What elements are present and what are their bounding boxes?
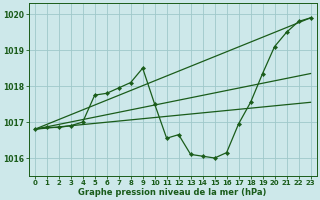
X-axis label: Graphe pression niveau de la mer (hPa): Graphe pression niveau de la mer (hPa)	[78, 188, 267, 197]
